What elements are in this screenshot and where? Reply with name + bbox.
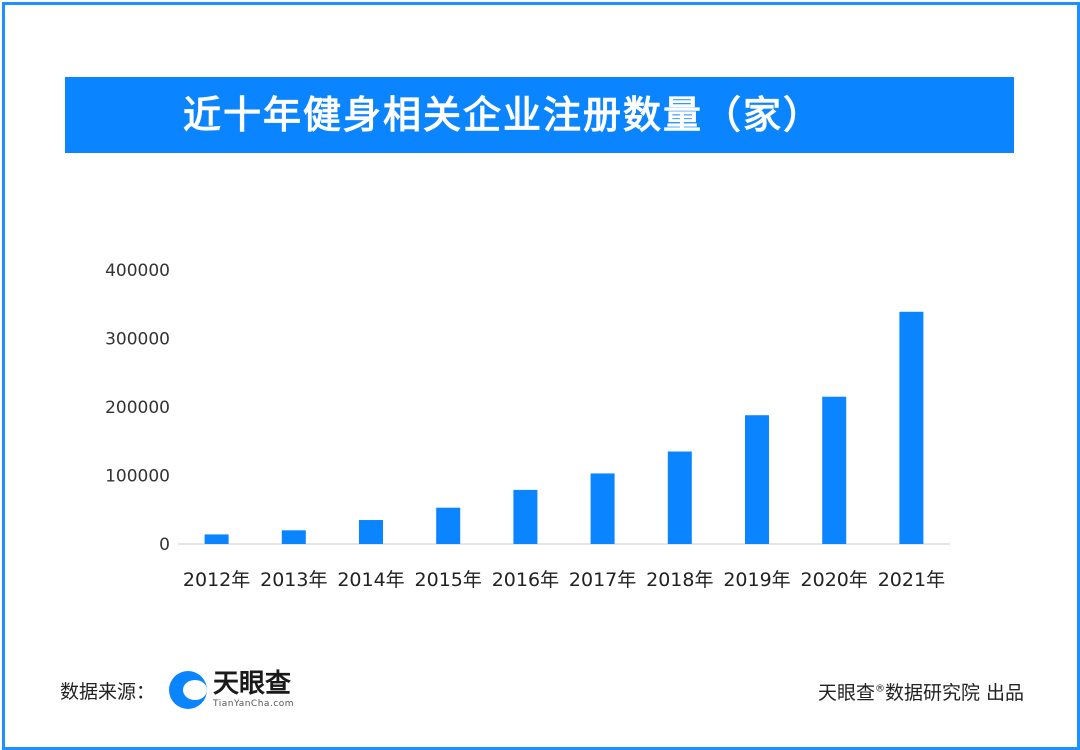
x-tick-label: 2016年 bbox=[492, 569, 559, 591]
bar-2019年 bbox=[745, 415, 769, 544]
y-axis-ticks: 0 100000 200000 300000 400000 bbox=[105, 261, 170, 555]
x-tick-label: 2020年 bbox=[801, 569, 868, 591]
credit-line: 天眼查®数据研究院 出品 bbox=[818, 678, 1024, 705]
y-tick-label: 100000 bbox=[105, 467, 170, 487]
tianyancha-logo-icon bbox=[169, 671, 208, 709]
tianyancha-logo: 天眼查 TianYanCha.com bbox=[169, 670, 294, 710]
bar-2016年 bbox=[513, 489, 538, 544]
x-tick-label: 2014年 bbox=[337, 569, 404, 591]
x-axis-labels: 2012年 2013年 2014年 2015年 2016年 2017年 2018年 2019年… bbox=[183, 569, 945, 591]
registered-mark: ® bbox=[874, 683, 885, 695]
x-tick-label: 2012年 bbox=[183, 569, 250, 591]
logo-text-cn: 天眼查 bbox=[213, 669, 292, 699]
chart-title-banner: 近十年健身相关企业注册数量（家） bbox=[65, 77, 1014, 153]
bar-2021年 bbox=[899, 311, 924, 544]
x-tick-label: 2018年 bbox=[646, 569, 713, 591]
source-label: 数据来源： bbox=[60, 680, 156, 703]
x-tick-label: 2013年 bbox=[260, 569, 327, 591]
bar-2015年 bbox=[436, 507, 461, 544]
credit-rest: 数据研究院 出品 bbox=[884, 682, 1024, 704]
bar-2018年 bbox=[667, 451, 692, 544]
bar-2020年 bbox=[822, 396, 847, 544]
source-attribution: 数据来源： 天眼查 TianYanCha.com bbox=[60, 670, 294, 710]
x-tick-label: 2019年 bbox=[723, 569, 790, 591]
y-tick-label: 200000 bbox=[105, 398, 170, 418]
x-tick-label: 2015年 bbox=[415, 569, 482, 591]
chart-title: 近十年健身相关企业注册数量（家） bbox=[183, 93, 824, 137]
logo-text-en: TianYanCha.com bbox=[213, 699, 295, 709]
y-tick-label: 0 bbox=[159, 535, 170, 555]
bar-2013年 bbox=[281, 530, 306, 544]
y-tick-label: 300000 bbox=[105, 330, 170, 350]
bar-2014年 bbox=[359, 520, 383, 544]
bar-2017年 bbox=[590, 473, 615, 544]
y-tick-label: 400000 bbox=[105, 261, 170, 281]
bars bbox=[204, 311, 924, 544]
x-tick-label: 2021年 bbox=[878, 569, 945, 591]
x-tick-label: 2017年 bbox=[569, 569, 636, 591]
bar-2012年 bbox=[204, 534, 229, 544]
credit-brand: 天眼查 bbox=[817, 682, 875, 704]
